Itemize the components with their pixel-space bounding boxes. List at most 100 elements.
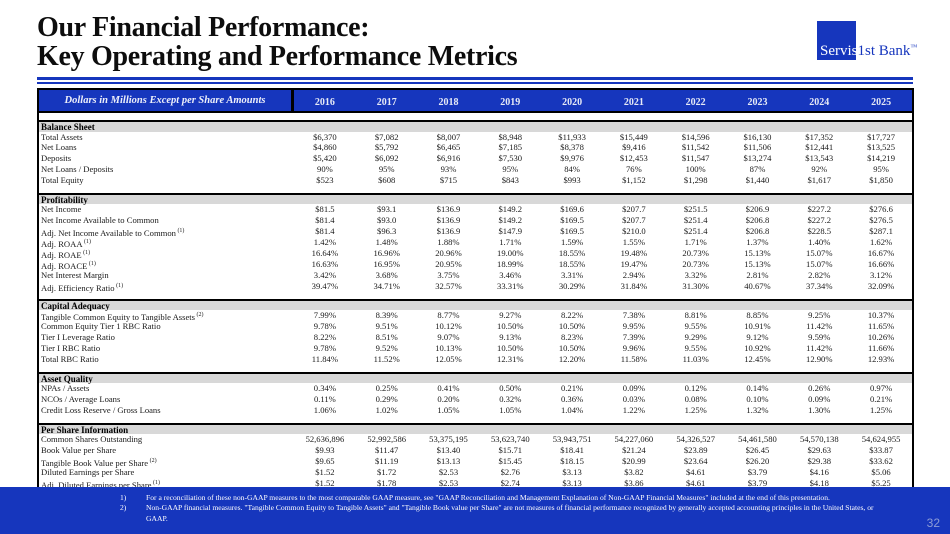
row-label: Net Income Available to Common bbox=[41, 215, 159, 226]
row-values: 16.63% 16.95% 20.95% 18.99% 18.55% 19.47% 20.7… bbox=[294, 259, 912, 270]
table-cell: 15.07% bbox=[806, 248, 833, 259]
table-cell: $33.87 bbox=[869, 445, 893, 456]
table-cell: $29.38 bbox=[807, 455, 832, 466]
year-column-header: 2022 bbox=[685, 97, 706, 108]
table-cell: 7.39% bbox=[622, 331, 645, 342]
table-cell: 20.96% bbox=[435, 248, 462, 259]
row-values: $6,370 $7,082 $8,007 $8,948 $11,933 $15,449 $1… bbox=[294, 132, 912, 143]
table-cell: 34.71% bbox=[373, 280, 400, 291]
table-cell: $228.5 bbox=[807, 226, 832, 237]
table-cell: 9.07% bbox=[437, 331, 460, 342]
table-cell: 1.59% bbox=[560, 237, 584, 248]
table-row: Total Equity $523 $608 $715 $843 $993 $1,152 $1… bbox=[39, 175, 912, 186]
table-cell: $11.47 bbox=[375, 445, 399, 456]
section-spacer bbox=[39, 186, 912, 193]
table-cell: $1,152 bbox=[622, 175, 646, 186]
row-values: $9.93 $11.47 $13.40 $15.71 $18.41 $21.24 $23.8… bbox=[294, 445, 912, 456]
table-cell: $210.0 bbox=[622, 226, 646, 237]
footnote-text: For a reconciliation of these non-GAAP m… bbox=[146, 493, 830, 502]
row-label: NCOs / Average Loans bbox=[41, 393, 121, 404]
table-cell: 9.12% bbox=[746, 331, 769, 342]
footnotes: 1) For a reconciliation of these non-GAAP… bbox=[120, 493, 890, 524]
table-cell: $4.18 bbox=[809, 477, 829, 488]
table-cell: $276.6 bbox=[869, 204, 893, 215]
table-cell: $23.64 bbox=[683, 455, 708, 466]
table-cell: 54,570,138 bbox=[799, 434, 839, 445]
table-cell: 53,375,195 bbox=[429, 434, 468, 445]
table-cell: 0.10% bbox=[746, 393, 769, 404]
table-row: Tier I RBC Ratio 9.78% 9.52% 10.13% 10.50% 10… bbox=[39, 343, 912, 354]
row-values: 1.06% 1.02% 1.05% 1.05% 1.04% 1.22% 1.25% 1.32%… bbox=[294, 405, 912, 416]
table-row: Total RBC Ratio 11.84% 11.52% 12.05% 12.31% 1… bbox=[39, 354, 912, 365]
table-cell: 1.37% bbox=[746, 237, 769, 248]
table-cell: $207.7 bbox=[622, 204, 646, 215]
section-spacer bbox=[39, 416, 912, 423]
table-cell: 1.25% bbox=[684, 404, 707, 415]
table-cell: $4.61 bbox=[686, 466, 706, 477]
table-cell: 1.32% bbox=[746, 404, 769, 415]
row-label: Common Equity Tier 1 RBC Ratio bbox=[41, 320, 161, 331]
table-cell: 8.22% bbox=[313, 331, 336, 342]
table-cell: $7,082 bbox=[374, 131, 399, 142]
year-column-header: 2025 bbox=[871, 97, 892, 108]
table-cell: 0.34% bbox=[313, 383, 336, 394]
table-cell: 95% bbox=[378, 164, 395, 175]
table-cell: 9.78% bbox=[313, 320, 336, 331]
table-cell: $843 bbox=[501, 175, 519, 186]
table-cell: 40.67% bbox=[744, 280, 771, 291]
table-cell: 10.91% bbox=[744, 320, 771, 331]
row-label: Tier I Leverage Ratio bbox=[41, 331, 115, 342]
footnote: 2) Non-GAAP financial measures. "Tangible… bbox=[120, 503, 890, 524]
table-cell: $6,916 bbox=[436, 153, 461, 164]
title-line-2: Key Operating and Performance Metrics bbox=[37, 41, 518, 73]
table-cell: 2.82% bbox=[808, 269, 831, 280]
table-cell: $276.5 bbox=[869, 215, 893, 226]
table-row: Total Assets $6,370 $7,082 $8,007 $8,948 $11,… bbox=[39, 132, 912, 143]
table-cell: $169.5 bbox=[560, 226, 584, 237]
table-cell: 10.50% bbox=[558, 342, 586, 353]
table-cell: 3.32% bbox=[684, 269, 707, 280]
servisfirst-bank-logo: Servis1st Bank™ bbox=[817, 21, 937, 63]
table-cell: $1.52 bbox=[315, 477, 335, 488]
table-row: Tangible Book Value per Share (2) $9.65 $1… bbox=[39, 455, 912, 468]
table-cell: 1.71% bbox=[499, 237, 522, 248]
table-cell: 16.66% bbox=[867, 258, 895, 269]
table-cell: 10.26% bbox=[867, 331, 895, 342]
table-cell: 16.95% bbox=[373, 258, 400, 269]
table-cell: $2.53 bbox=[438, 477, 459, 488]
table-cell: $5.06 bbox=[871, 466, 891, 477]
table-row: Adj. Diluted Earnings per Share (1) $1.52… bbox=[39, 477, 912, 490]
table-cell: $1.52 bbox=[315, 466, 335, 477]
table-cell: $4.61 bbox=[686, 477, 706, 488]
row-label: Total Equity bbox=[41, 175, 84, 186]
table-cell: 9.78% bbox=[313, 342, 336, 353]
table-cell: 3.42% bbox=[313, 269, 336, 280]
table-row: Common Equity Tier 1 RBC Ratio 9.78% 9.51%… bbox=[39, 321, 912, 332]
row-label: NPAs / Assets bbox=[41, 383, 90, 394]
table-cell: 0.20% bbox=[437, 393, 460, 404]
table-cell: $227.2 bbox=[807, 204, 832, 215]
table-cell: $715 bbox=[439, 175, 458, 186]
table-cell: 9.13% bbox=[499, 331, 522, 342]
table-cell: 9.55% bbox=[684, 342, 707, 353]
row-values: 90% 95% 93% 95% 84% 76% 100% 87% 92% 95% bbox=[294, 164, 912, 175]
table-row: Credit Loss Reserve / Gross Loans 1.06% 1.… bbox=[39, 405, 912, 416]
table-cell: $11.19 bbox=[375, 455, 399, 466]
table-cell: $1.72 bbox=[377, 466, 397, 477]
table-cell: 11.42% bbox=[806, 320, 833, 331]
table-cell: 32.57% bbox=[435, 280, 462, 291]
table-cell: $9,976 bbox=[560, 153, 584, 164]
table-cell: $14,596 bbox=[681, 131, 710, 142]
row-values: $4,860 $5,792 $6,465 $7,185 $8,378 $9,416 $11,… bbox=[294, 142, 912, 153]
table-cell: 8.81% bbox=[684, 310, 707, 321]
table-cell: 0.36% bbox=[560, 393, 584, 404]
table-cell: 32.09% bbox=[867, 280, 895, 291]
table-cell: 0.21% bbox=[560, 383, 584, 394]
table-cell: 8.77% bbox=[437, 310, 460, 321]
table-cell: 19.47% bbox=[620, 258, 648, 269]
table-cell: $2.53 bbox=[438, 466, 459, 477]
table-cell: $5,420 bbox=[313, 153, 337, 164]
row-values: 9.78% 9.51% 10.12% 10.50% 10.50% 9.95% 9.55% 10… bbox=[294, 321, 912, 332]
table-cell: $12,441 bbox=[805, 142, 834, 153]
table-cell: 54,624,955 bbox=[861, 434, 901, 445]
